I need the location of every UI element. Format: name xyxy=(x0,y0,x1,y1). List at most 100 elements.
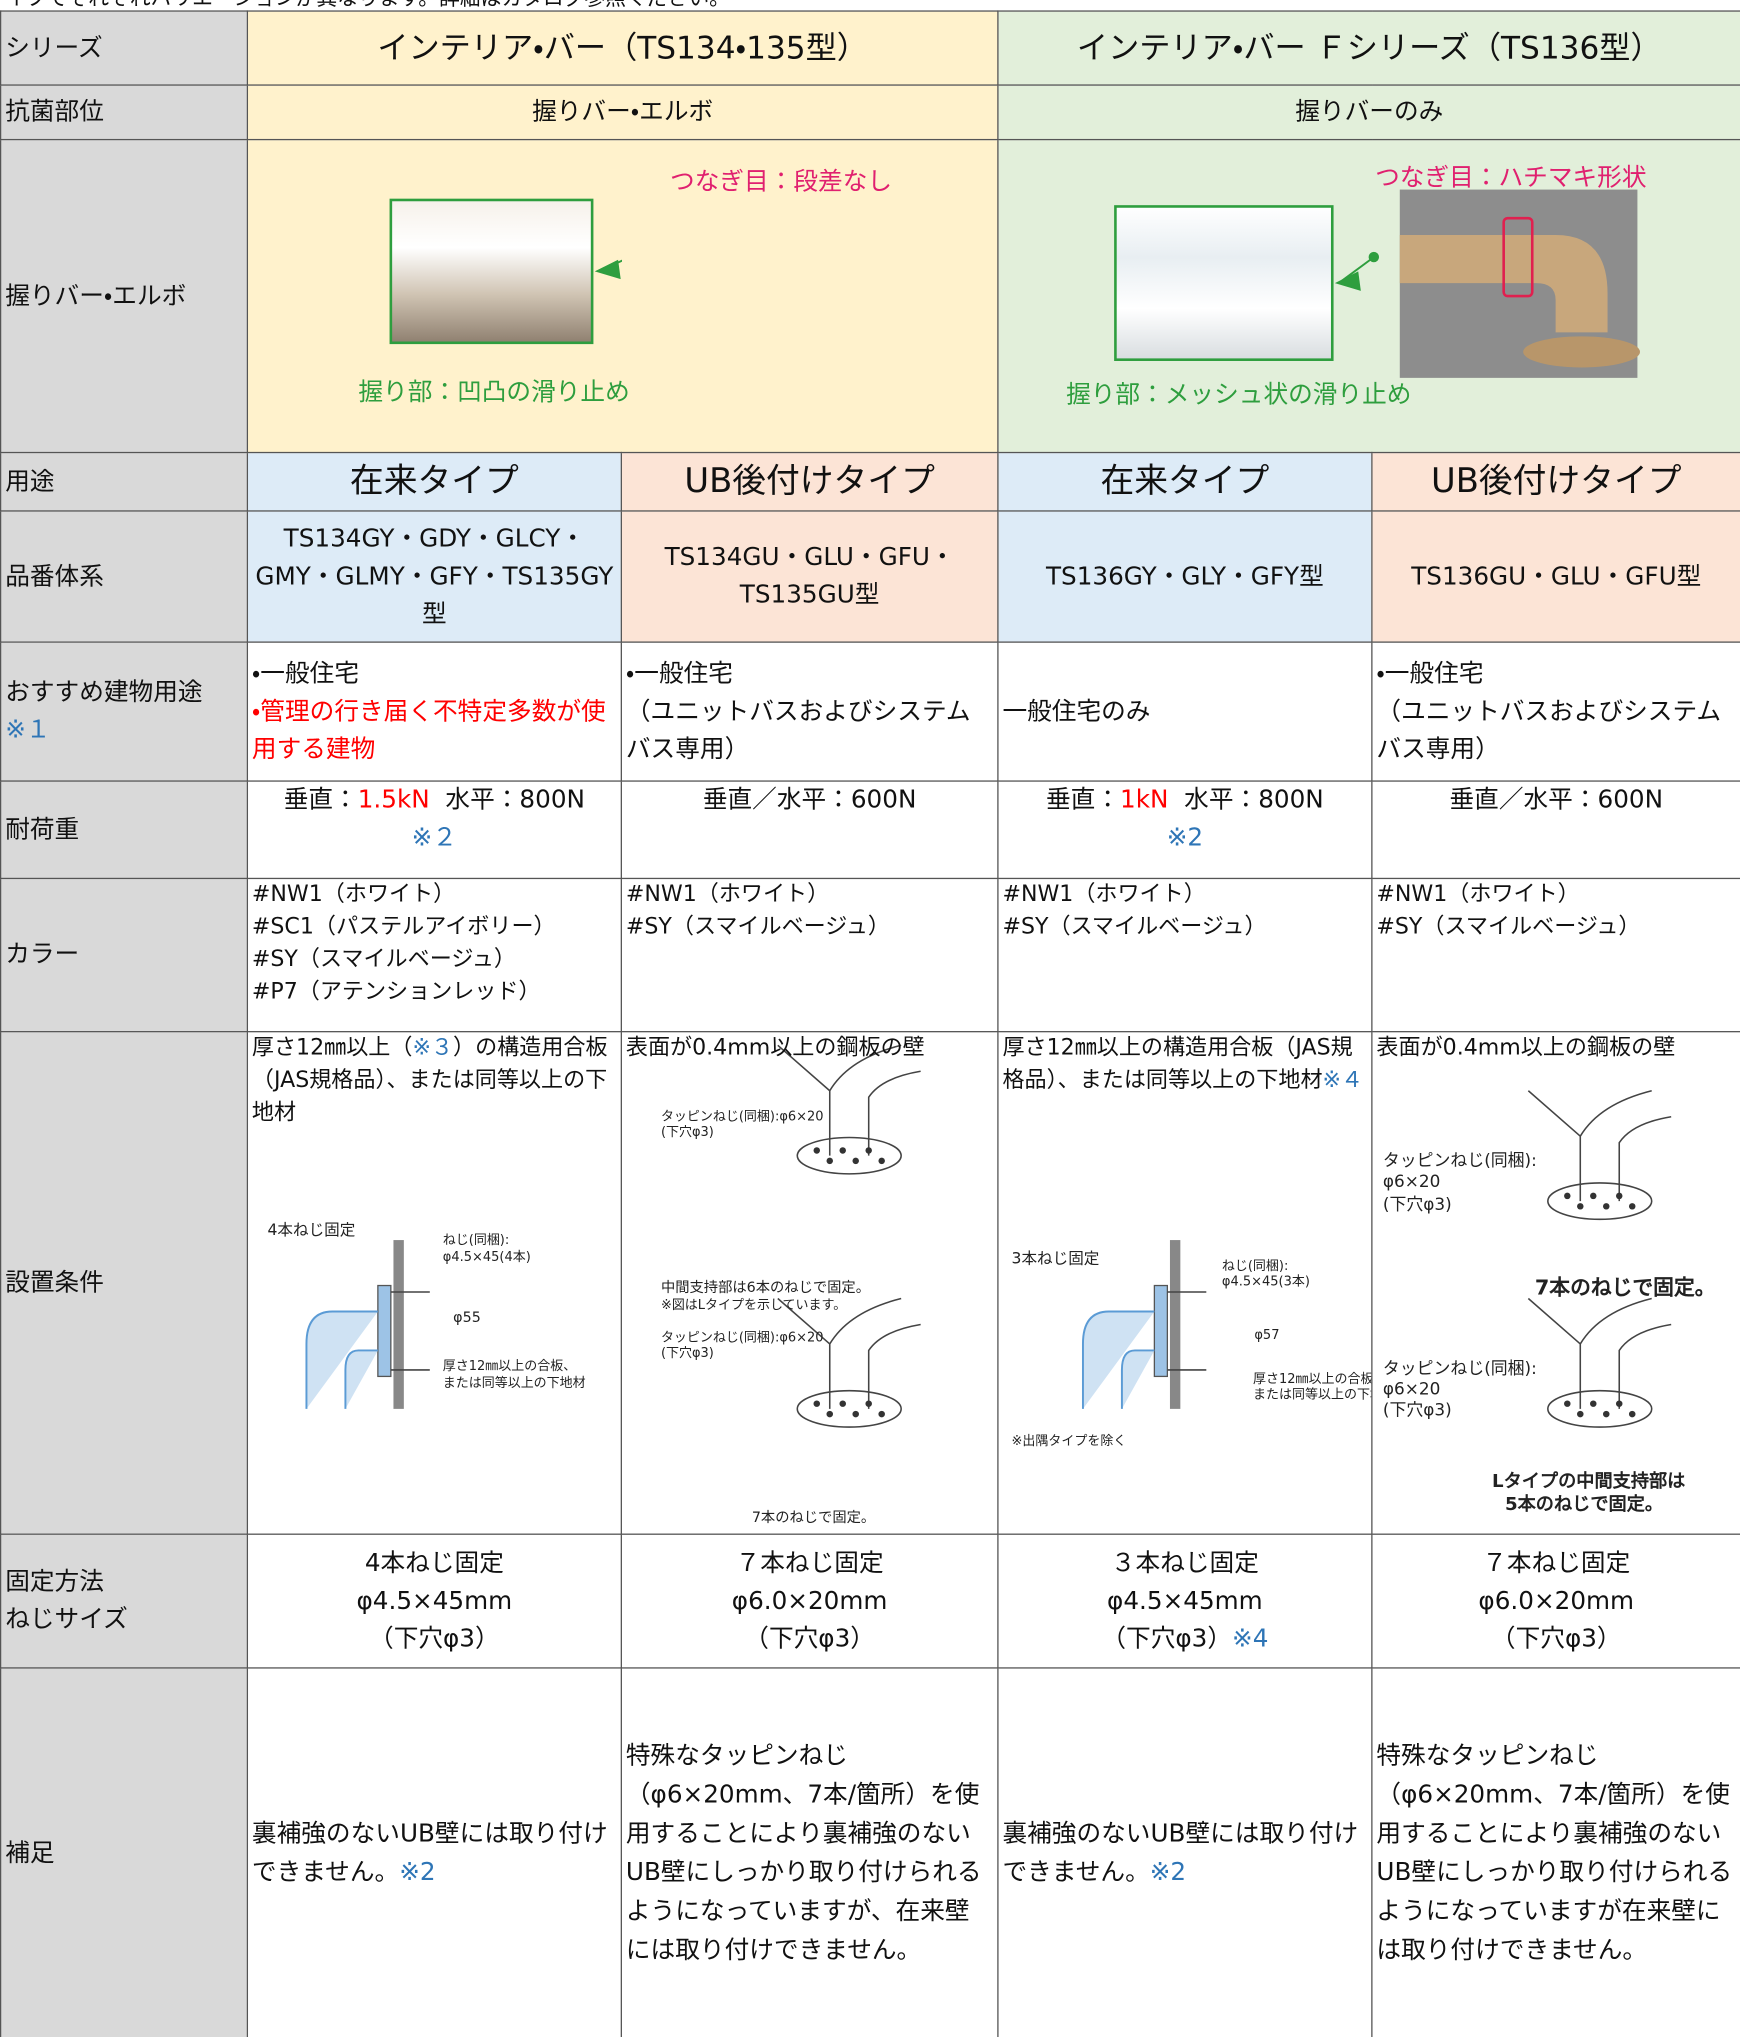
text: #P7（アテンションレッド） xyxy=(251,979,541,1006)
text: 用途 xyxy=(5,466,55,496)
text: 垂直： xyxy=(1046,785,1121,815)
diagram-label: ねじ(同梱): xyxy=(1221,1259,1289,1274)
diagram-label: 4本ねじ固定 xyxy=(267,1220,356,1239)
cell: 垂直／水平：600N xyxy=(1371,780,1740,880)
text: 在来タイプ xyxy=(349,461,519,501)
text: ※２ xyxy=(411,823,458,852)
text: 抗菌部位 xyxy=(5,97,104,126)
text: 設置条件 xyxy=(5,1267,104,1297)
text-line: 抗菌部位 xyxy=(5,93,243,131)
text: φ4.5×45mm xyxy=(1107,1586,1263,1615)
text: （ユニットバスおよびシステムバス専用） xyxy=(625,696,971,763)
table-row: カラー #NW1（ホワイト） #SC1（パステルアイボリー） #SY（スマイルベージュ… xyxy=(0,877,1740,1033)
text: ・一般住宅 xyxy=(1376,658,1484,688)
install-text: 表面が0.4mm以上の鋼板の壁 xyxy=(1373,1033,1739,1065)
text: シリーズ xyxy=(5,33,103,62)
text-line: 厚さ12㎜以上の構造用合板（JAS規格品）、または同等以上の下地材※４ xyxy=(1002,1033,1367,1097)
text-line: 用途 xyxy=(5,463,243,501)
text: #SC1（パステルアイボリー） xyxy=(251,914,556,941)
text: 垂直／水平：600N xyxy=(702,785,917,815)
text-line: 垂直／水平：600N xyxy=(626,782,993,819)
shape xyxy=(878,1157,885,1165)
diagram-label: ※出隅タイプを除く xyxy=(1011,1434,1127,1450)
text: #SY（スマイルベージュ） xyxy=(1002,914,1267,941)
diagram-label: または同等以上の下地材 xyxy=(1253,1388,1371,1403)
diagram-label: φ4.5×45(3本) xyxy=(1221,1275,1310,1290)
text: #SY（スマイルベージュ） xyxy=(1376,914,1641,941)
cell: 在来タイプ xyxy=(246,451,622,512)
table-row: 固定方法 ねじサイズ 4本ねじ固定 φ4.5×45mm （下穴φ3） ７本ねじ固定 φ6.0… xyxy=(0,1533,1740,1669)
text-line: TS134GY・GDY・GLCY・GMY・GLMY・GFY・TS135GY型 xyxy=(252,520,617,633)
install-cell: 厚さ12㎜以上（※３）の構造用合板（JAS規格品）、または同等以上の下地材 4本ね… xyxy=(249,1033,620,1532)
cell: 厚さ12㎜以上の構造用合板（JAS規格品）、または同等以上の下地材※４ 3本ねじ固… xyxy=(997,1031,1373,1535)
text-line: ・一般住宅 xyxy=(252,655,617,693)
shape xyxy=(1502,216,1534,298)
text-line: 握りバーのみ xyxy=(1002,93,1736,131)
text-line: 垂直：1kN 水平：800N xyxy=(1002,782,1367,819)
text: 握りバー・エルボ xyxy=(532,97,714,126)
text-line: ねじサイズ xyxy=(5,1601,243,1639)
row-label: 設置条件 xyxy=(0,1031,249,1535)
illustration xyxy=(1081,1240,1207,1409)
install-cell: 厚さ12㎜以上の構造用合板（JAS規格品）、または同等以上の下地材※４ 3本ねじ固… xyxy=(999,1033,1371,1532)
text-line: #NW1（ホワイト） xyxy=(626,880,993,912)
cell: 裏補強のないUB壁には取り付けできません。※2 xyxy=(246,1667,622,2037)
cell: TS136GY・GLY・GFY型 xyxy=(997,510,1373,643)
text: 特殊なタッピンねじ（φ6×20mm、7本/箇所）を使用することにより裏補強のない… xyxy=(1376,1741,1733,1965)
cell: ・一般住宅 （ユニットバスおよびシステムバス専用） xyxy=(1371,641,1740,782)
text: ねじサイズ xyxy=(5,1604,128,1634)
text-line: #SY（スマイルベージュ） xyxy=(1376,912,1736,944)
text-line: 特殊なタッピンねじ（φ6×20mm、7本/箇所）を使用することにより裏補強のない… xyxy=(1376,1736,1736,1970)
cell: 垂直：1kN 水平：800N ※2 xyxy=(997,780,1373,880)
diagram-label: (下穴φ3) xyxy=(1382,1195,1452,1216)
text: 厚さ12㎜以上の構造用合板（JAS規格品）、または同等以上の下地材 xyxy=(1002,1034,1353,1094)
joint-label: つなぎ目：段差なし xyxy=(670,167,893,197)
text-line: ７本ねじ固定 xyxy=(626,1545,993,1583)
diagram-label: φ4.5×45(4本) xyxy=(442,1250,531,1265)
row-label: 耐荷重 xyxy=(0,780,249,880)
shape xyxy=(878,1410,885,1418)
text: 耐荷重 xyxy=(5,814,80,844)
text: ※１ xyxy=(5,715,51,745)
shape xyxy=(777,1297,921,1409)
text-line: 表面が0.4mm以上の鋼板の壁 xyxy=(1376,1033,1736,1065)
install-text: 厚さ12㎜以上（※３）の構造用合板（JAS規格品）、または同等以上の下地材 xyxy=(249,1033,620,1130)
text: ）の構造用合板（JAS規格品）、または同等以上の下地材 xyxy=(251,1034,608,1126)
shape xyxy=(1081,1310,1155,1409)
install-cell: 表面が0.4mm以上の鋼板の壁 タッピンねじ(同梱):φ6×20 (下穴φ3) 中間支… xyxy=(623,1033,997,1532)
text: インテリア・バー（TS134・135型） xyxy=(377,29,868,66)
table-row: 品番体系 TS134GY・GDY・GLCY・GMY・GLMY・GFY・TS135G… xyxy=(0,510,1740,643)
cell: TS134GU・GLU・GFU・TS135GU型 xyxy=(620,510,999,643)
text-line: TS134GU・GLU・GFU・TS135GU型 xyxy=(626,539,993,614)
cell: 表面が0.4mm以上の鋼板の壁 タッピンねじ(同梱): φ6×20 (下穴φ3) 7本の… xyxy=(1371,1031,1740,1535)
diagram-label: タッピンねじ(同梱): xyxy=(1382,1359,1537,1380)
illustration xyxy=(1527,1089,1672,1428)
text: TS136GY・GLY・GFY型 xyxy=(1045,561,1324,591)
text-line: φ6.0×20mm xyxy=(626,1582,993,1620)
shape xyxy=(1334,271,1361,291)
text-line: #NW1（ホワイト） xyxy=(1376,880,1736,912)
text-line: 設置条件 xyxy=(5,1264,243,1302)
cell: つなぎ目：段差なし 握り部：凹凸の滑り止め xyxy=(246,138,999,454)
text: ７本ねじ固定 xyxy=(735,1548,884,1578)
text-line: ・一般住宅 xyxy=(626,655,993,693)
shape xyxy=(1564,1400,1571,1407)
cell: #NW1（ホワイト） #SY（スマイルベージュ） xyxy=(620,877,999,1033)
shape xyxy=(1368,251,1380,263)
text-line: #SY（スマイルベージュ） xyxy=(626,912,993,944)
text-line: #SY（スマイルベージュ） xyxy=(1002,912,1367,944)
grip-illustration: つなぎ目：ハチマキ形状 握り部：メッシュ状の滑り止め xyxy=(999,141,1739,451)
cell: 握りバー・エルボ xyxy=(246,84,999,141)
cell: ７本ねじ固定 φ6.0×20mm （下穴φ3） xyxy=(620,1533,999,1669)
cell: #NW1（ホワイト） #SY（スマイルベージュ） xyxy=(1371,877,1740,1033)
text: 垂直／水平：600N xyxy=(1449,785,1664,815)
table-row: 握りバー・エルボ つなぎ目：段差なし 握り部：凹凸の滑り止め つなぎ目：ハチマキ形状握… xyxy=(0,138,1740,454)
shape xyxy=(865,1147,872,1154)
diagram-label: (下穴φ3) xyxy=(1382,1401,1452,1421)
cell: 特殊なタッピンねじ（φ6×20mm、7本/箇所）を使用することにより裏補強のない… xyxy=(1371,1667,1740,2037)
shape xyxy=(594,259,621,280)
text: 在来タイプ xyxy=(1100,461,1270,501)
text: 表面が0.4mm以上の鋼板の壁 xyxy=(625,1034,925,1061)
cell: 裏補強のないUB壁には取り付けできません。※2 xyxy=(997,1667,1373,2037)
shape xyxy=(839,1400,846,1407)
